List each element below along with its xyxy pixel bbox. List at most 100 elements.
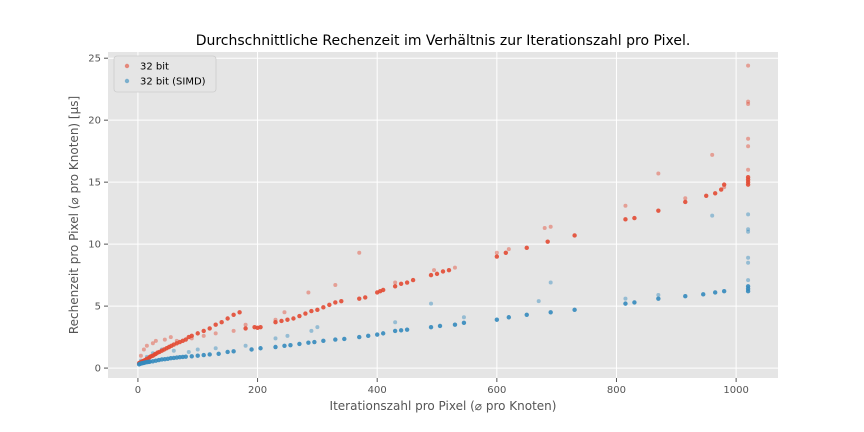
data-point xyxy=(189,354,194,359)
data-point xyxy=(183,354,188,359)
x-axis-label: Iterationszahl pro Pixel (⌀ pro Knoten) xyxy=(330,399,557,413)
data-point xyxy=(404,280,410,285)
x-tick-label: 600 xyxy=(487,385,506,396)
data-point xyxy=(333,337,338,342)
data-point xyxy=(207,352,212,357)
data-point xyxy=(745,174,751,180)
data-point xyxy=(632,300,637,305)
x-tick-label: 800 xyxy=(607,385,626,396)
data-point xyxy=(683,293,688,299)
plot-area xyxy=(108,52,778,378)
data-point xyxy=(545,239,550,244)
data-point xyxy=(243,326,248,331)
data-point xyxy=(162,337,167,342)
y-tick-label: 10 xyxy=(88,240,101,251)
data-point xyxy=(321,305,326,310)
data-point xyxy=(315,325,320,330)
data-point xyxy=(746,167,751,172)
data-point xyxy=(243,322,248,327)
data-point xyxy=(282,343,287,348)
data-point xyxy=(440,269,446,274)
data-point xyxy=(392,284,398,289)
x-tick-label: 400 xyxy=(368,385,387,396)
data-point xyxy=(357,334,362,340)
chart-title: Durchschnittliche Rechenzeit im Verhältn… xyxy=(196,33,691,49)
data-point xyxy=(393,320,398,325)
data-point xyxy=(333,283,338,288)
x-tick-label: 200 xyxy=(248,385,267,396)
data-point xyxy=(746,136,751,141)
y-tick-label: 20 xyxy=(88,116,101,127)
data-point xyxy=(524,312,529,317)
data-point xyxy=(746,63,751,68)
legend-entry-32bit-simd: 32 bit (SIMD) xyxy=(140,77,206,88)
data-point xyxy=(746,144,751,149)
legend-marker-32bit xyxy=(124,63,130,69)
data-point xyxy=(656,171,661,176)
data-point xyxy=(231,312,236,317)
data-point xyxy=(656,208,661,213)
y-axis-label: Rechenzeit pro Pixel (⌀ pro Knoten) [µs] xyxy=(67,96,81,334)
data-point xyxy=(231,328,236,333)
data-point xyxy=(321,338,326,344)
data-point xyxy=(225,349,230,355)
data-point xyxy=(141,347,146,352)
legend: 32 bit 32 bit (SIMD) xyxy=(113,55,217,93)
y-tick-label: 5 xyxy=(95,302,101,313)
data-point xyxy=(195,353,200,358)
data-point xyxy=(195,347,200,352)
data-point xyxy=(207,326,212,331)
data-point xyxy=(623,301,628,306)
data-point xyxy=(632,215,637,221)
data-point xyxy=(718,187,724,192)
data-point xyxy=(315,307,320,313)
data-point xyxy=(494,317,500,322)
data-point xyxy=(144,343,149,348)
data-point xyxy=(428,324,434,330)
data-point xyxy=(201,352,206,358)
faint-points xyxy=(138,63,751,363)
y-tick-label: 15 xyxy=(88,178,101,189)
data-point xyxy=(285,333,290,338)
data-point xyxy=(380,331,386,336)
data-point xyxy=(721,289,727,294)
data-point xyxy=(446,267,452,273)
data-point xyxy=(429,301,434,306)
data-point xyxy=(452,322,458,327)
data-point xyxy=(183,337,188,342)
data-point xyxy=(656,292,661,297)
data-point xyxy=(746,212,751,217)
data-point xyxy=(712,191,718,196)
data-point xyxy=(374,332,380,337)
data-point xyxy=(380,287,386,293)
data-point xyxy=(746,99,751,104)
data-point xyxy=(656,296,661,301)
data-point xyxy=(494,250,499,255)
data-point xyxy=(237,310,242,315)
data-point xyxy=(279,318,284,324)
data-point xyxy=(327,302,332,308)
data-point xyxy=(712,290,718,295)
data-point xyxy=(746,278,751,283)
data-point xyxy=(231,349,236,354)
x-tick-label: 0 xyxy=(135,385,141,396)
data-point xyxy=(506,315,512,320)
data-point xyxy=(339,298,344,304)
data-point xyxy=(683,196,688,201)
legend-box xyxy=(113,55,217,93)
data-point xyxy=(171,348,176,353)
data-point xyxy=(494,254,500,259)
data-point xyxy=(297,341,302,347)
data-point xyxy=(309,308,314,314)
data-point xyxy=(273,344,278,350)
y-tick-label: 0 xyxy=(95,364,101,375)
data-point xyxy=(303,311,308,316)
data-point xyxy=(357,296,362,301)
data-point xyxy=(342,336,347,342)
data-point xyxy=(297,313,302,319)
data-point xyxy=(710,213,715,218)
data-points xyxy=(136,174,751,367)
data-point xyxy=(746,229,751,234)
data-point xyxy=(572,233,577,238)
